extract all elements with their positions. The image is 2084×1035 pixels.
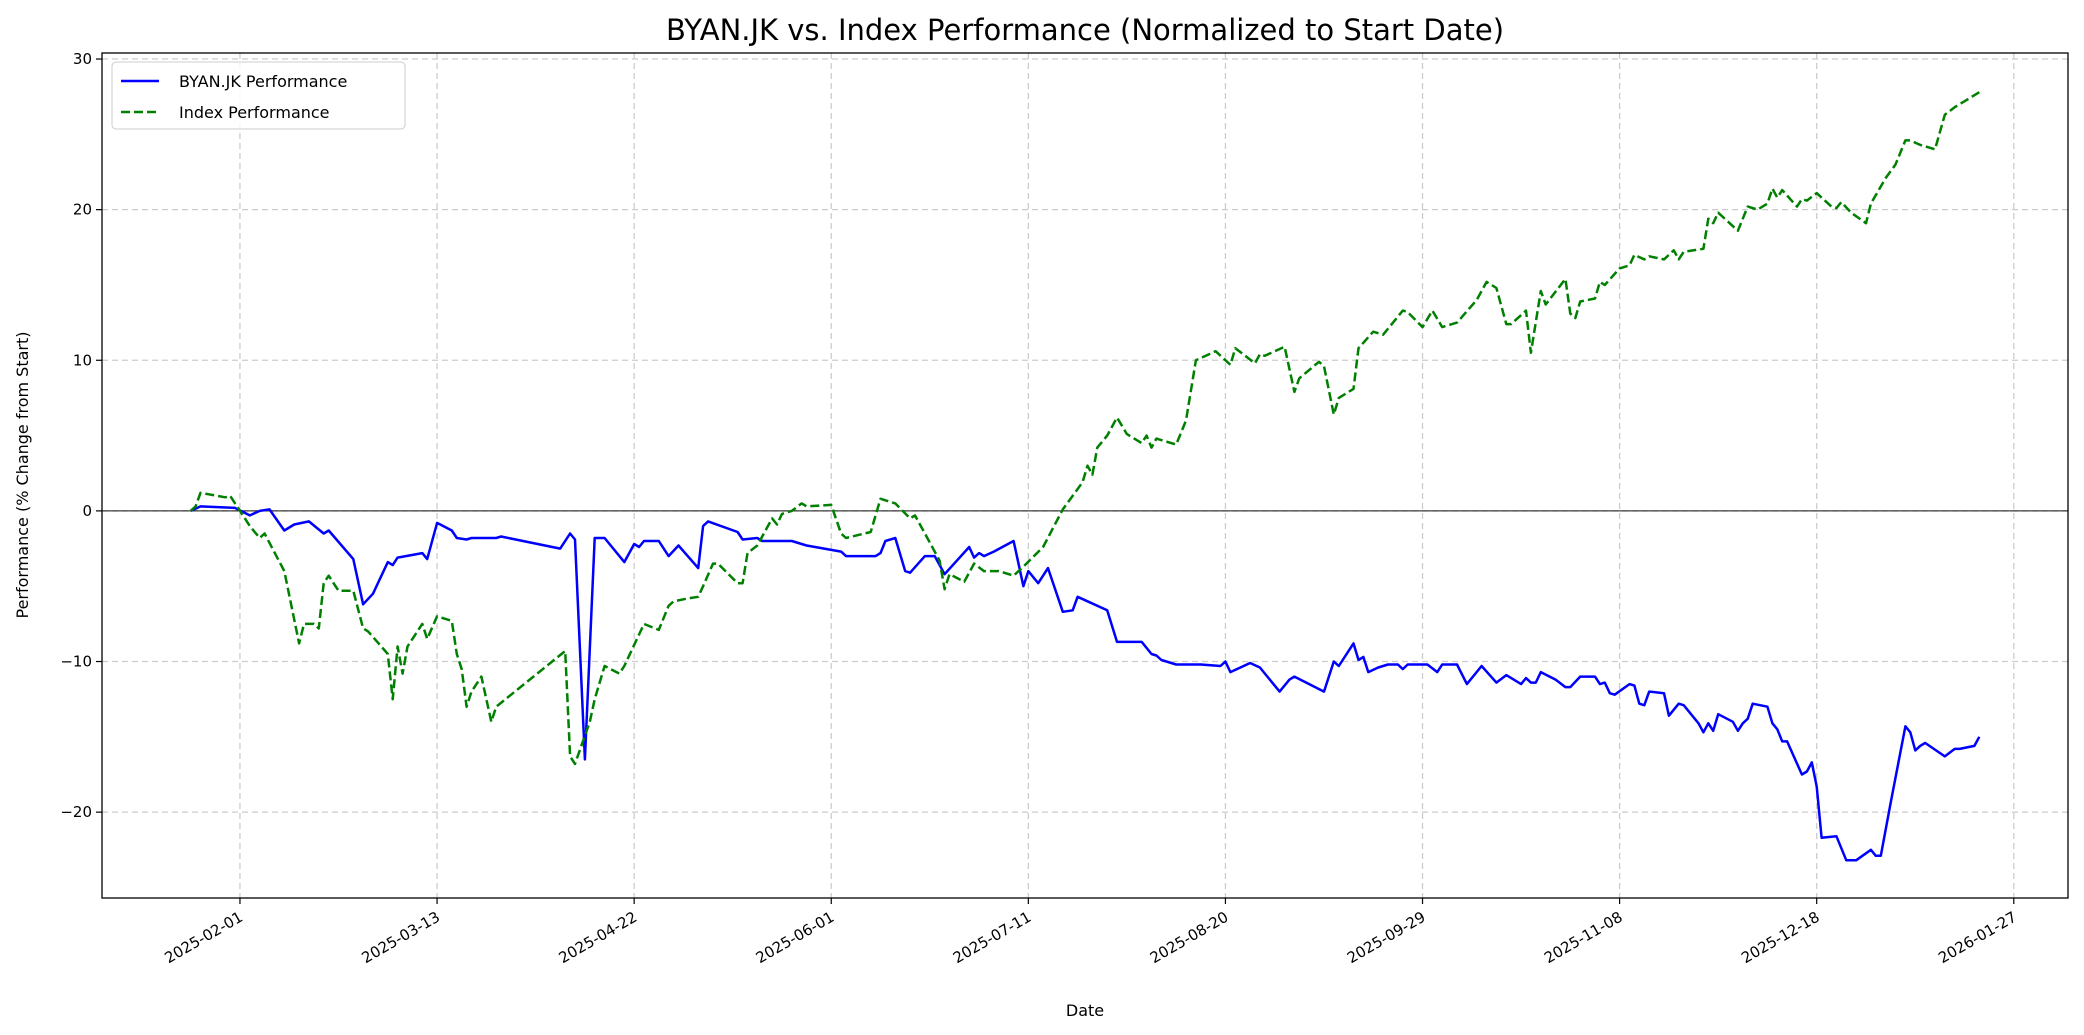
x-axis-label: Date xyxy=(1066,1001,1104,1020)
series-lines xyxy=(189,91,1981,862)
series-line-index xyxy=(189,91,1980,766)
y-tick-label: −20 xyxy=(60,803,92,821)
plot-frame xyxy=(101,52,2069,899)
y-tick-label: 0 xyxy=(82,502,92,520)
y-tick-label: 10 xyxy=(73,351,92,369)
legend-label-index: Index Performance xyxy=(179,103,330,122)
y-tick-label: 30 xyxy=(73,50,92,68)
legend-label-byan: BYAN.JK Performance xyxy=(179,72,347,91)
y-axis-label: Performance (% Change from Start) xyxy=(13,332,32,619)
legend: BYAN.JK Performance Index Performance xyxy=(111,61,406,130)
y-axis: −20 −10 0 10 20 30 xyxy=(60,50,102,821)
chart-title: BYAN.JK vs. Index Performance (Normalize… xyxy=(666,13,1504,47)
legend-box xyxy=(111,61,406,130)
y-tick-label: −10 xyxy=(60,653,92,671)
series-line-byan xyxy=(190,505,1981,862)
y-tick-label: 20 xyxy=(73,201,92,219)
